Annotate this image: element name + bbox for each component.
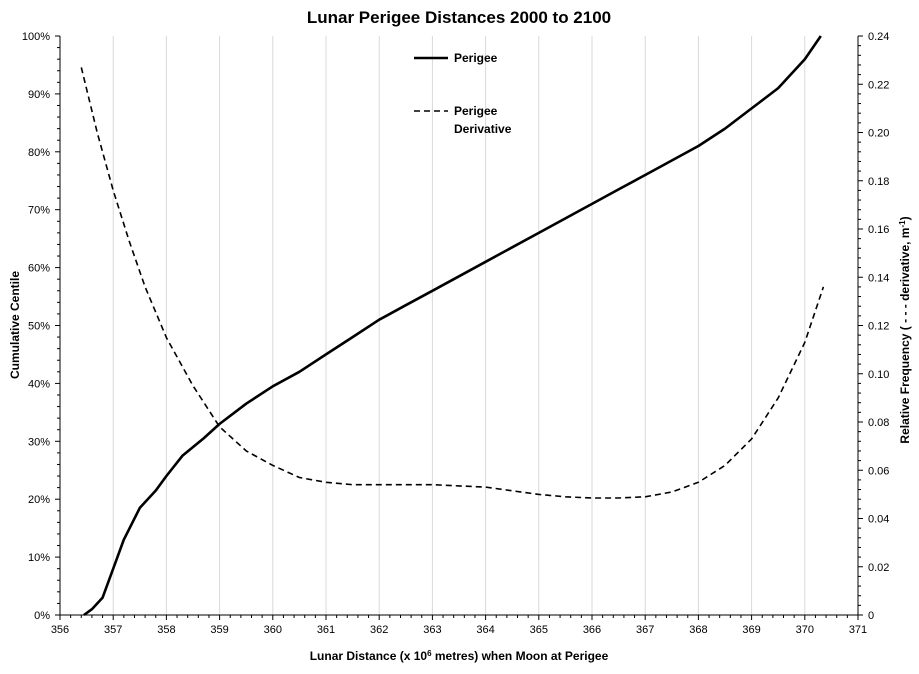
y-right-tick-label: 0.10 <box>868 369 889 381</box>
x-tick-label: 363 <box>423 624 441 636</box>
y-left-tick-label: 80% <box>28 147 50 159</box>
y-right-tick-label: 0.24 <box>868 31 889 43</box>
x-tick-label: 356 <box>51 624 69 636</box>
gridlines <box>112 36 806 615</box>
y-left-tick-label: 10% <box>28 552 50 564</box>
y-right-tick-label: 0.14 <box>868 272 889 284</box>
y-right-tick-label: 0.18 <box>868 176 889 188</box>
x-tick-label: 357 <box>104 624 122 636</box>
legend-label-line2: Derivative <box>454 122 512 136</box>
x-tick-label: 369 <box>742 624 760 636</box>
y-right-tick-label: 0.04 <box>868 514 889 526</box>
y-right-tick-label: 0.08 <box>868 417 889 429</box>
y-left-tick-label: 70% <box>28 205 50 217</box>
x-tick-label: 371 <box>849 624 867 636</box>
perigee-derivative-line <box>80 67 825 499</box>
x-tick-label: 358 <box>157 624 175 636</box>
series <box>80 35 825 617</box>
legend: Perigee Perigee Derivative <box>414 51 512 136</box>
y-left-tick-label: 0% <box>34 610 50 622</box>
y-right-tick-label: 0.06 <box>868 465 889 477</box>
x-tick-label: 364 <box>476 624 494 636</box>
axes: 356 357 358 359 360 361 362 363 364 365 366 367 368 3… <box>22 31 890 636</box>
y-left-tick-label: 30% <box>28 436 50 448</box>
x-tick-label: 366 <box>583 624 601 636</box>
y-axis-left-title: Cumulative Centile <box>8 271 22 379</box>
y-right-tick-label: 0.22 <box>868 79 889 91</box>
perigee-line <box>83 35 822 617</box>
y-right-tick-label: 0.02 <box>868 562 889 574</box>
chart-title: Lunar Perigee Distances 2000 to 2100 <box>307 8 611 27</box>
x-tick-label: 367 <box>636 624 654 636</box>
legend-label: Perigee <box>454 51 498 65</box>
y-right-tick-label: 0.20 <box>868 128 889 140</box>
y-right-tick-label: 0.12 <box>868 321 889 333</box>
y-right-tick-label: 0 <box>868 610 874 622</box>
x-axis-title: Lunar Distance (x 106 metres) when Moon … <box>310 649 609 663</box>
y-left-tick-label: 40% <box>28 378 50 390</box>
y-right-tick-label: 0.16 <box>868 224 889 236</box>
legend-label: Perigee <box>454 104 498 118</box>
x-tick-label: 359 <box>210 624 228 636</box>
y-left-tick-label: 60% <box>28 263 50 275</box>
x-tick-label: 360 <box>264 624 282 636</box>
y-left-tick-label: 90% <box>28 89 50 101</box>
y-left-tick-label: 100% <box>22 31 50 43</box>
y-left-tick-label: 20% <box>28 494 50 506</box>
x-tick-label: 370 <box>796 624 814 636</box>
x-tick-label: 365 <box>530 624 548 636</box>
x-tick-label: 362 <box>370 624 388 636</box>
x-tick-label: 361 <box>317 624 335 636</box>
x-tick-label: 368 <box>689 624 707 636</box>
y-left-tick-label: 50% <box>28 321 50 333</box>
y-axis-right-title: Relative Frequency ( - - - derivative, m… <box>898 216 912 443</box>
